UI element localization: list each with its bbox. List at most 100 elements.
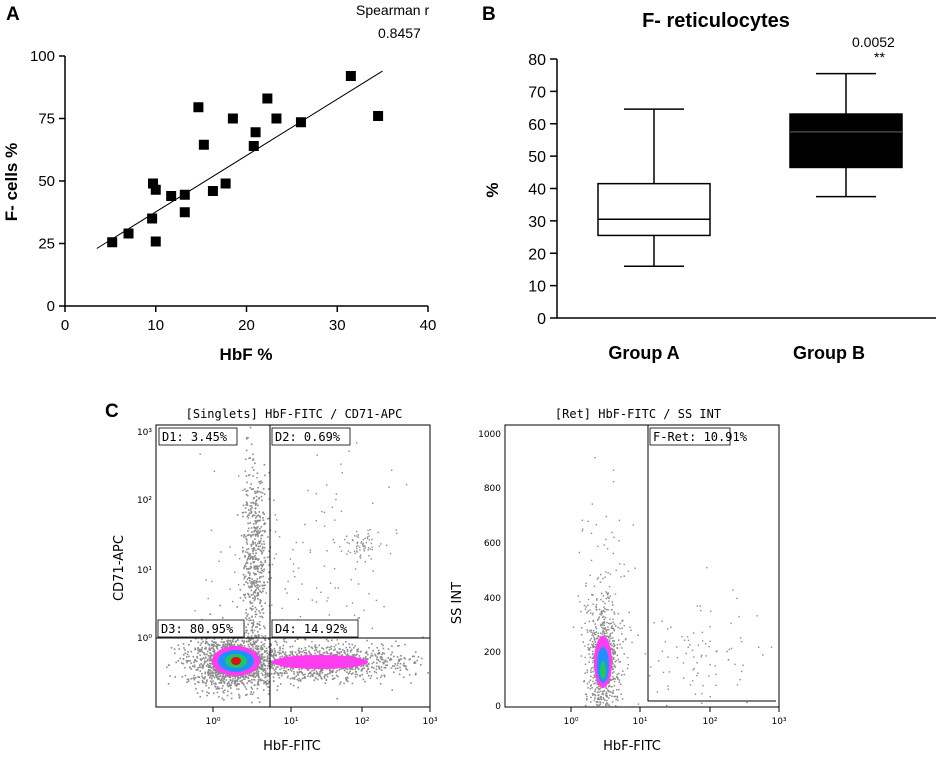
event-dot	[261, 481, 263, 484]
event-dot	[361, 673, 364, 676]
event-dot	[304, 523, 306, 526]
event-dot	[313, 672, 316, 674]
event-dot	[245, 541, 248, 544]
event-dot	[736, 684, 739, 686]
event-dot	[608, 600, 610, 602]
event-dot	[249, 555, 252, 557]
event-dot	[253, 547, 255, 549]
event-dot	[346, 677, 349, 679]
event-dot	[237, 584, 240, 586]
event-dot	[591, 692, 594, 695]
data-point	[271, 113, 282, 124]
event-dot	[212, 641, 215, 643]
event-dot	[611, 659, 613, 661]
event-dot	[219, 604, 221, 607]
event-dot	[216, 691, 219, 694]
event-dot	[603, 698, 605, 700]
event-dot	[287, 580, 289, 583]
event-dot	[403, 662, 405, 665]
event-dot	[376, 658, 378, 661]
event-dot	[254, 538, 256, 540]
event-dot	[279, 683, 282, 685]
flow-plot-1-x-tick-label: 10⁰	[205, 717, 220, 727]
event-dot	[249, 457, 252, 459]
event-dot	[185, 659, 188, 662]
event-dot	[190, 677, 192, 680]
event-dot	[611, 679, 613, 681]
event-dot	[229, 643, 232, 645]
event-dot	[372, 667, 375, 669]
event-dot	[587, 647, 589, 649]
event-dot	[255, 565, 257, 567]
event-dot	[309, 653, 311, 655]
event-dot	[598, 694, 600, 696]
event-dot	[245, 493, 248, 496]
event-dot	[391, 645, 393, 647]
event-dot	[193, 666, 196, 668]
event-dot	[264, 674, 266, 676]
event-dot	[590, 671, 592, 673]
panel-a-x-label: HbF %	[220, 345, 273, 364]
event-dot	[390, 657, 392, 660]
event-dot	[283, 638, 285, 641]
event-dot	[218, 675, 221, 678]
event-dot	[275, 553, 277, 555]
event-dot	[215, 645, 217, 647]
event-dot	[369, 656, 372, 659]
event-dot	[215, 647, 218, 649]
event-dot	[188, 655, 190, 658]
event-dot	[251, 615, 253, 618]
event-dot	[251, 688, 253, 690]
event-dot	[236, 679, 239, 681]
event-dot	[709, 664, 711, 666]
event-dot	[261, 672, 263, 675]
event-dot	[198, 650, 201, 653]
event-dot	[309, 652, 311, 654]
event-dot	[261, 653, 264, 655]
event-dot	[709, 625, 711, 628]
event-dot	[251, 580, 253, 583]
event-dot	[356, 550, 358, 552]
event-dot	[200, 666, 202, 669]
event-dot	[257, 542, 259, 545]
event-dot	[255, 670, 258, 673]
event-dot	[595, 607, 597, 609]
event-dot	[259, 561, 262, 563]
event-dot	[603, 606, 605, 608]
event-dot	[193, 677, 195, 679]
event-dot	[601, 633, 604, 635]
event-dot	[338, 669, 341, 671]
event-dot	[381, 658, 383, 661]
event-dot	[201, 690, 204, 692]
event-dot	[255, 491, 258, 494]
event-dot	[250, 483, 252, 485]
event-dot	[254, 596, 256, 599]
event-dot	[271, 651, 274, 653]
event-dot	[229, 683, 231, 686]
event-dot	[200, 642, 203, 644]
event-dot	[274, 654, 276, 657]
event-dot	[261, 584, 264, 587]
event-dot	[637, 703, 640, 705]
event-dot	[629, 626, 631, 628]
event-dot	[584, 672, 586, 674]
event-dot	[255, 495, 258, 498]
event-dot	[237, 688, 240, 690]
event-dot	[327, 597, 329, 599]
event-dot	[613, 685, 616, 687]
event-dot	[212, 654, 215, 657]
event-dot	[292, 563, 295, 565]
event-dot	[345, 677, 347, 679]
event-dot	[270, 644, 272, 647]
event-dot	[245, 629, 247, 632]
event-dot	[377, 653, 379, 655]
event-dot	[257, 651, 260, 653]
event-dot	[608, 622, 610, 625]
event-dot	[293, 673, 295, 675]
event-dot	[619, 563, 621, 565]
event-dot	[395, 640, 397, 643]
event-dot	[229, 676, 231, 678]
event-dot	[217, 678, 219, 680]
event-dot	[258, 676, 260, 679]
event-dot	[265, 659, 267, 662]
